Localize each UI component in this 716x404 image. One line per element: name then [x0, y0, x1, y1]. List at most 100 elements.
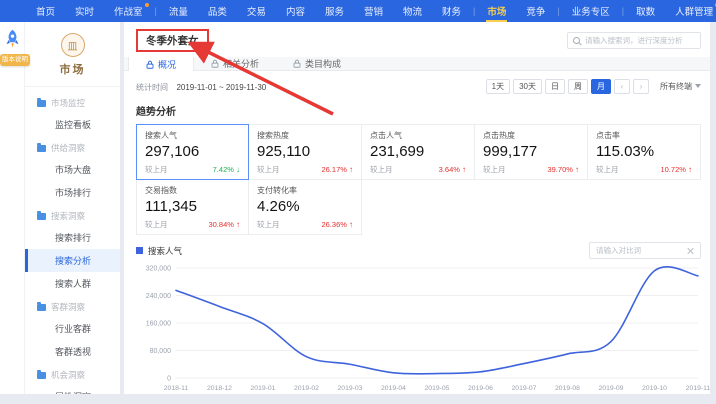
nav-item-traffic[interactable]: 流量 — [159, 0, 198, 22]
metric-label: 交易指数 — [145, 186, 177, 195]
metric-value: 4.26% — [257, 198, 300, 215]
tab-overview[interactable]: 概况 — [128, 57, 195, 71]
metric-label: 支付转化率 — [257, 186, 297, 195]
sidebar-item-search-ranking[interactable]: 搜索排行 — [55, 233, 92, 243]
nav-item-trade[interactable]: 交易 — [237, 0, 276, 22]
rocket-launcher-icon[interactable] — [4, 29, 21, 49]
metric-footer: 较上月 30.84% ↑ — [145, 219, 240, 230]
nav-item-marketing[interactable]: 营销 — [354, 0, 393, 22]
metric-cards-row1: 搜索人气 297,106 较上月 7.42% ↓ 搜索热度 925,110 较上月 26.17… — [136, 124, 701, 180]
metric-card-click-rate[interactable]: 点击率 115.03% 较上月 10.72% ↑ — [587, 124, 701, 180]
sidebar-group-customer-insight[interactable]: 客群洞察 — [25, 295, 120, 317]
metric-card-search-popularity[interactable]: 搜索人气 297,106 较上月 7.42% ↓ — [136, 124, 249, 180]
folder-icon — [37, 369, 46, 379]
nav-item-data-fetch[interactable]: 取数 — [626, 0, 665, 22]
chart-header: 搜索人气 — [136, 242, 701, 259]
nav-item-label: 首页 — [36, 7, 56, 18]
range-button-week[interactable]: 周 — [568, 78, 588, 94]
sidebar-item-market-overview[interactable]: 市场大盘 — [55, 165, 92, 175]
nav-item-label: 人群管理 — [675, 7, 714, 18]
nav-item-content[interactable]: 内容 — [276, 0, 315, 22]
sidebar-group-supply-insight[interactable]: 供给洞察 — [25, 136, 120, 158]
range-button-month[interactable]: 月 — [591, 78, 611, 94]
trend-up-arrow-icon: ↑ — [462, 165, 466, 174]
metric-footer: 较上月 26.36% ↑ — [257, 219, 353, 230]
nav-item-service[interactable]: 服务 — [315, 0, 354, 22]
tab-label: 类目构成 — [305, 59, 342, 69]
nav-item-label: 财务 — [442, 7, 462, 18]
svg-text:80,000: 80,000 — [150, 348, 172, 355]
metric-card-trade-index[interactable]: 交易指数 111,345 较上月 30.84% ↑ — [136, 179, 249, 235]
sidebar-item-search-analysis[interactable]: 搜索分析 — [25, 249, 120, 272]
tab-related-analysis[interactable]: 相关分析 — [194, 57, 276, 70]
svg-text:2019-11: 2019-11 — [686, 385, 710, 392]
compare-label: 较上月 — [145, 165, 168, 174]
sidebar-title: 市场 — [59, 64, 86, 76]
sidebar-group-label: 机会洞察 — [51, 370, 86, 380]
page-body: 版本说明 皿 市场 市场监控 监控看板 供给洞察 市场大盘 市场排行 搜索洞察 搜索排行 搜索… — [0, 22, 716, 404]
nav-item-label: 营销 — [363, 7, 383, 18]
next-period-button[interactable]: › — [633, 78, 649, 94]
nav-item-logistics[interactable]: 物流 — [393, 0, 432, 22]
nav-item-market[interactable]: 市场 — [477, 0, 516, 22]
sidebar-item-customer-perspective[interactable]: 客群透视 — [55, 347, 92, 357]
nav-item-home[interactable]: 首页 — [26, 0, 65, 22]
compare-label: 较上月 — [596, 165, 619, 174]
nav-item-realtime[interactable]: 实时 — [65, 0, 104, 22]
svg-text:2019-02: 2019-02 — [294, 385, 319, 392]
compare-word-input[interactable] — [596, 246, 683, 255]
nav-item-category[interactable]: 品类 — [198, 0, 237, 22]
chevron-down-icon — [695, 84, 701, 88]
clear-icon[interactable] — [687, 247, 694, 254]
sidebar-item-industry-customer[interactable]: 行业客群 — [55, 324, 92, 334]
metric-value: 231,699 — [370, 143, 425, 160]
svg-text:2019-03: 2019-03 — [338, 385, 363, 392]
folder-icon — [37, 210, 46, 220]
nav-item-label: 内容 — [285, 7, 305, 18]
prev-period-button[interactable]: ‹ — [614, 78, 630, 94]
terminal-dropdown[interactable]: 所有终端 — [660, 81, 701, 92]
lock-icon — [211, 59, 219, 68]
sidebar: 皿 市场 市场监控监控看板供给洞察市场大盘市场排行搜索洞察搜索排行搜索分析搜索人… — [25, 22, 120, 394]
range-button-day[interactable]: 日 — [545, 78, 565, 94]
metric-footer: 较上月 7.42% ↓ — [145, 164, 240, 175]
range-button-1day[interactable]: 1天 — [485, 78, 511, 94]
svg-text:2019-01: 2019-01 — [251, 385, 276, 392]
svg-text:320,000: 320,000 — [146, 266, 171, 273]
market-module-icon: 皿 — [60, 33, 85, 57]
sidebar-item-search-audience[interactable]: 搜索人群 — [55, 279, 92, 289]
sidebar-item-market-ranking[interactable]: 市场排行 — [55, 188, 92, 198]
nav-divider: | — [621, 6, 625, 16]
metric-card-search-heat[interactable]: 搜索热度 925,110 较上月 26.17% ↑ — [248, 124, 362, 180]
nav-item-label: 市场 — [487, 7, 507, 18]
nav-item-compete[interactable]: 竞争 — [516, 0, 555, 22]
nav-item-label: 取数 — [636, 7, 656, 18]
trend-down-arrow-icon: ↓ — [236, 165, 240, 174]
metric-change: 30.84% ↑ — [208, 220, 240, 229]
sidebar-group-market-monitor[interactable]: 市场监控 — [25, 91, 120, 113]
nav-item-finance[interactable]: 财务 — [432, 0, 471, 22]
trend-analysis-section: 趋势分析 搜索人气 297,106 较上月 7.42% ↓ 搜索热度 925,110 较上月… — [124, 99, 710, 235]
metric-label: 搜索热度 — [257, 131, 289, 140]
sidebar-item-monitor-board[interactable]: 监控看板 — [55, 120, 92, 130]
metric-footer: 较上月 26.17% ↑ — [257, 164, 353, 175]
nav-item-war-room[interactable]: 作战室 — [104, 0, 153, 22]
metric-footer: 较上月 3.64% ↑ — [370, 164, 466, 175]
range-button-30day[interactable]: 30天 — [513, 78, 542, 94]
sidebar-brand: 皿 市场 — [25, 22, 120, 87]
svg-text:240,000: 240,000 — [146, 293, 171, 300]
nav-item-audience-mgmt[interactable]: 人群管理 — [665, 0, 716, 22]
tab-category-composition[interactable]: 类目构成 — [276, 57, 358, 70]
nav-item-business-zone[interactable]: 业务专区 — [562, 0, 620, 22]
keyword-search-input[interactable] — [585, 36, 695, 45]
metric-card-click-heat[interactable]: 点击热度 999,177 较上月 39.70% ↑ — [474, 124, 588, 180]
sidebar-group-opportunity-insight[interactable]: 机会洞察 — [25, 363, 120, 385]
metric-card-click-popularity[interactable]: 点击人气 231,699 较上月 3.64% ↑ — [361, 124, 475, 180]
sidebar-item-attribute-insight[interactable]: 属性洞察 — [25, 385, 120, 394]
sidebar-group-search-insight[interactable]: 搜索洞察 — [25, 204, 120, 226]
legend-search-popularity[interactable]: 搜索人气 — [136, 245, 182, 257]
metric-card-payment-conversion[interactable]: 支付转化率 4.26% 较上月 26.36% ↑ — [248, 179, 362, 235]
svg-text:160,000: 160,000 — [146, 321, 171, 328]
metric-label: 搜索人气 — [145, 131, 177, 140]
